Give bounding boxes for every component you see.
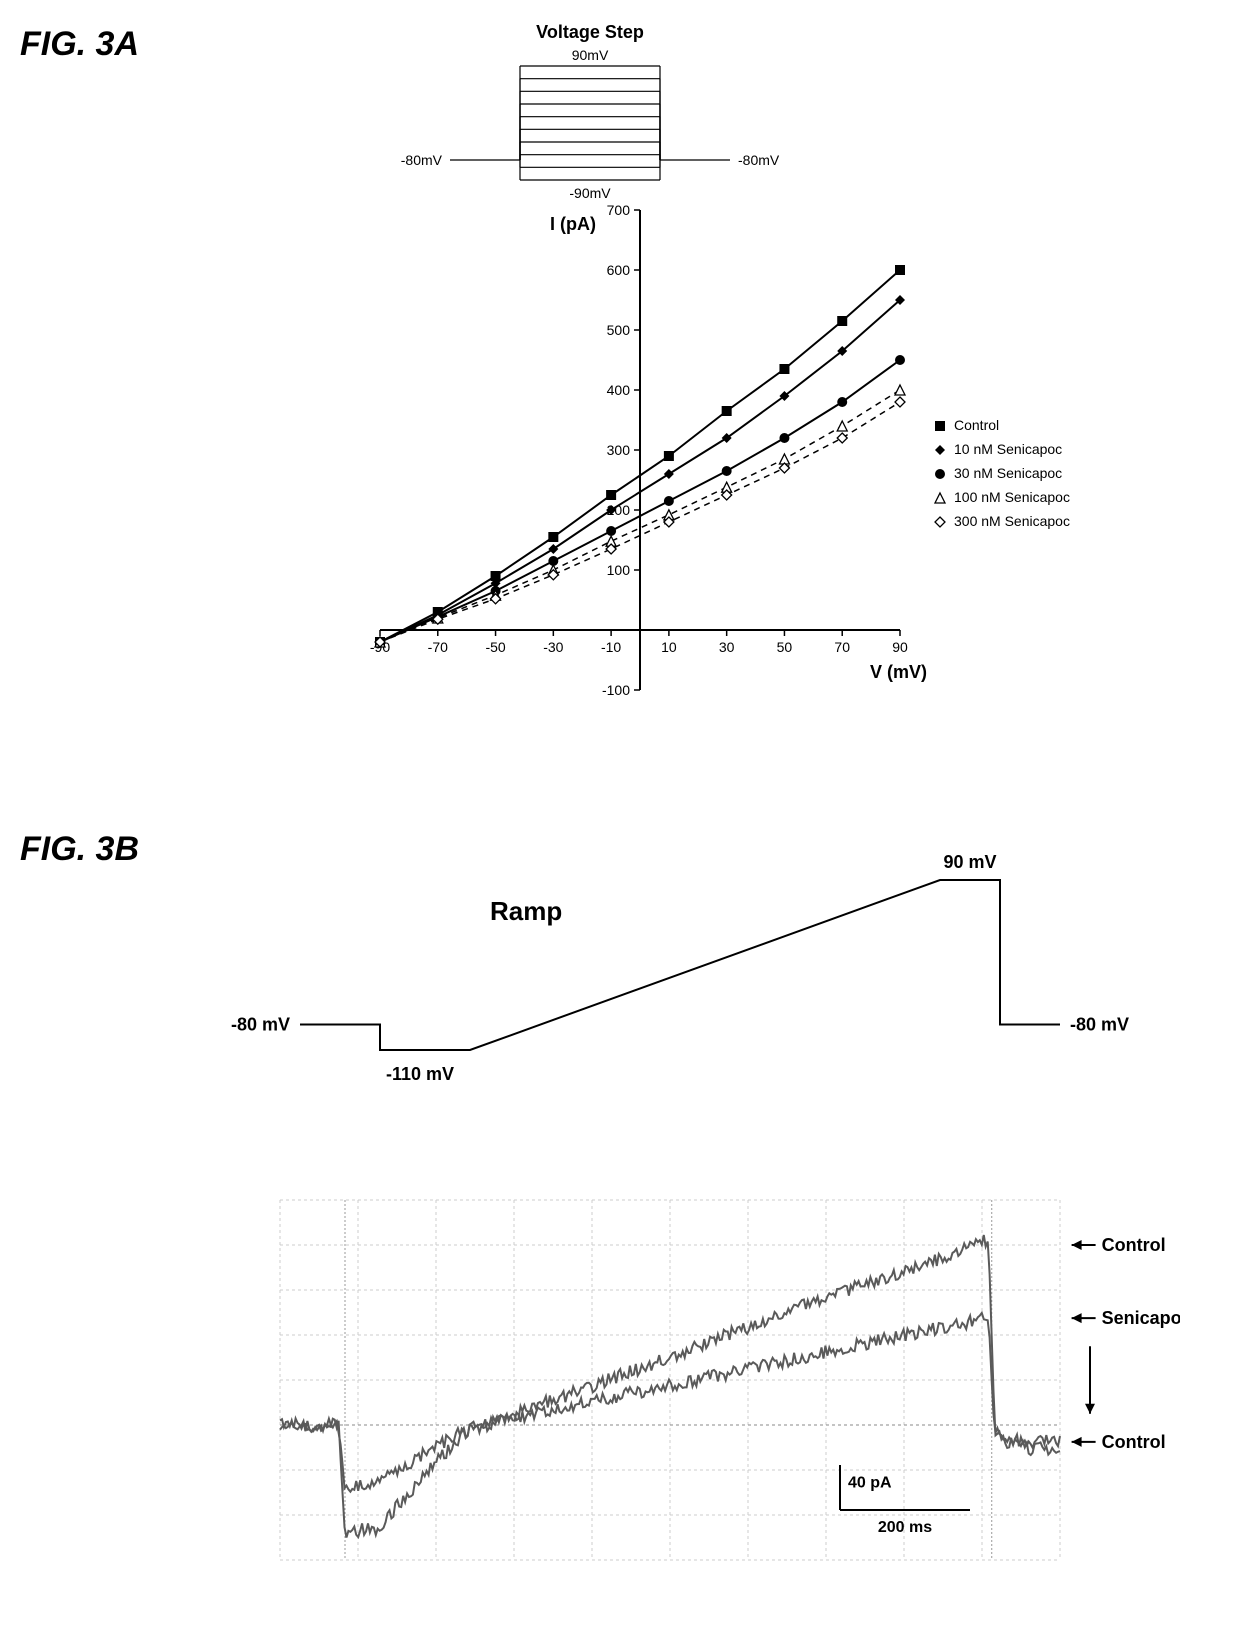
svg-text:90: 90 bbox=[892, 639, 908, 655]
svg-text:-90mV: -90mV bbox=[569, 185, 611, 201]
svg-text:10: 10 bbox=[661, 639, 677, 655]
svg-text:-70: -70 bbox=[428, 639, 448, 655]
svg-text:300: 300 bbox=[607, 442, 631, 458]
svg-text:Control: Control bbox=[1102, 1432, 1166, 1452]
svg-text:30: 30 bbox=[719, 639, 735, 655]
svg-text:700: 700 bbox=[607, 202, 631, 218]
svg-text:-80mV: -80mV bbox=[401, 152, 443, 168]
svg-text:-80mV: -80mV bbox=[738, 152, 780, 168]
svg-text:-50: -50 bbox=[485, 639, 505, 655]
svg-text:50: 50 bbox=[777, 639, 793, 655]
svg-text:300 nM Senicapoc: 300 nM Senicapoc bbox=[954, 513, 1070, 529]
svg-text:30 nM Senicapoc: 30 nM Senicapoc bbox=[954, 465, 1062, 481]
svg-text:-80 mV: -80 mV bbox=[231, 1015, 290, 1035]
svg-text:500: 500 bbox=[607, 322, 631, 338]
svg-text:600: 600 bbox=[607, 262, 631, 278]
figure-a-svg: Voltage Step90mV-80mV-80mV-90mV-90-70-50… bbox=[300, 10, 1200, 750]
figure-label-b: FIG. 3B bbox=[20, 830, 139, 869]
svg-text:400: 400 bbox=[607, 382, 631, 398]
svg-text:100: 100 bbox=[607, 562, 631, 578]
svg-text:-100: -100 bbox=[602, 682, 630, 698]
svg-text:90mV: 90mV bbox=[572, 47, 609, 63]
svg-text:10 nM Senicapoc: 10 nM Senicapoc bbox=[954, 441, 1062, 457]
svg-text:Ramp: Ramp bbox=[490, 896, 562, 926]
svg-text:Control: Control bbox=[1102, 1235, 1166, 1255]
svg-text:40 pA: 40 pA bbox=[848, 1475, 892, 1492]
figure-b-svg: Ramp -80 mV -110 mV 90 mV -80 mV 40 pA 200 ms C… bbox=[180, 820, 1180, 1620]
svg-text:Senicapoc: Senicapoc bbox=[1102, 1308, 1180, 1328]
figure-label-a: FIG. 3A bbox=[20, 25, 139, 64]
svg-text:200 ms: 200 ms bbox=[878, 1519, 932, 1536]
svg-text:Voltage Step: Voltage Step bbox=[536, 22, 644, 42]
svg-text:-10: -10 bbox=[601, 639, 621, 655]
svg-text:-80 mV: -80 mV bbox=[1070, 1015, 1129, 1035]
svg-text:V (mV): V (mV) bbox=[870, 662, 927, 682]
svg-text:90 mV: 90 mV bbox=[943, 852, 996, 872]
svg-text:100 nM Senicapoc: 100 nM Senicapoc bbox=[954, 489, 1070, 505]
svg-text:70: 70 bbox=[834, 639, 850, 655]
svg-text:-110 mV: -110 mV bbox=[386, 1064, 454, 1084]
svg-text:I (pA): I (pA) bbox=[550, 214, 596, 234]
svg-text:-30: -30 bbox=[543, 639, 563, 655]
svg-text:Control: Control bbox=[954, 417, 999, 433]
